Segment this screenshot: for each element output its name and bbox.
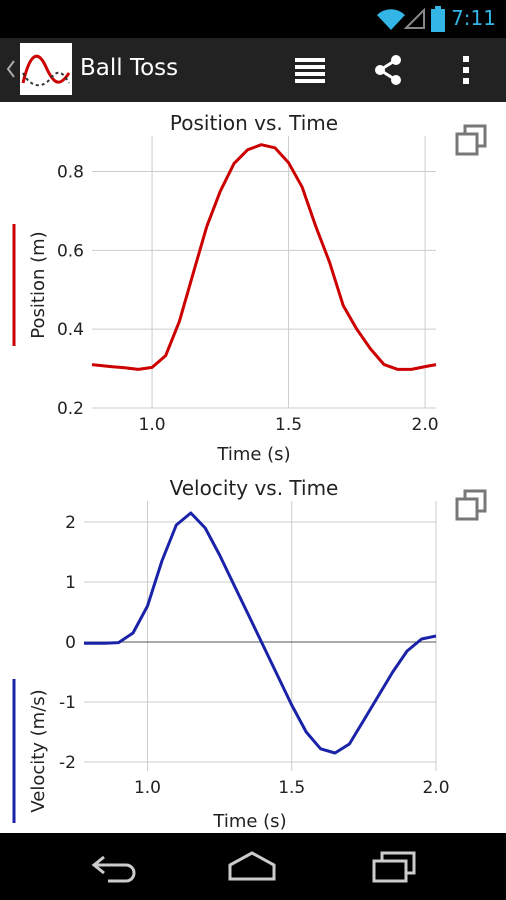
app-graph-icon	[20, 43, 72, 95]
y-tick-label: 2	[65, 513, 76, 533]
fullscreen-toggle-icon[interactable]	[455, 124, 487, 156]
home-button[interactable]	[220, 843, 284, 889]
x-tick-label: 1.5	[275, 415, 302, 435]
y-tick-label: 0.2	[57, 399, 84, 419]
y-tick-label: 0.6	[57, 241, 84, 261]
window-front-square	[455, 132, 479, 156]
home-icon	[228, 851, 276, 881]
position-series-line	[91, 143, 437, 371]
recent-apps-button[interactable]	[362, 843, 426, 889]
y-tick-label: -2	[59, 753, 76, 773]
signal-icon	[404, 8, 425, 29]
share-icon	[375, 55, 401, 85]
x-tick-label: 1.5	[278, 778, 305, 798]
app-home-button[interactable]	[6, 43, 76, 95]
action-bar: Ball Toss	[0, 38, 506, 102]
table-view-button[interactable]	[284, 44, 336, 96]
status-bar: 7:11	[0, 0, 506, 38]
x-tick-label: 2.0	[422, 778, 449, 798]
y-tick-label: 0.4	[57, 320, 84, 340]
overflow-menu-icon	[463, 56, 469, 84]
graph-area: 1.0 1.5 2.0 0.2 0.4 0.6 0.8 Position vs. Time Ti…	[0, 102, 506, 833]
battery-icon	[431, 6, 445, 32]
y-axis-label: Velocity (m/s)	[28, 689, 49, 812]
y-tick-label: 1	[65, 573, 76, 593]
status-time: 7:11	[451, 6, 496, 30]
y-tick-label: 0	[65, 633, 76, 653]
fullscreen-toggle-icon[interactable]	[455, 489, 487, 521]
table-view-icon	[295, 58, 325, 83]
y-tick-label: -1	[59, 693, 76, 713]
recent-apps-icon	[372, 851, 416, 883]
x-tick-label: 2.0	[412, 415, 439, 435]
x-tick-label: 1.0	[139, 415, 166, 435]
x-axis-label: Time (s)	[212, 811, 286, 832]
velocity-series-line	[84, 511, 437, 755]
chart-title: Position vs. Time	[170, 111, 338, 135]
y-axis-label: Position (m)	[28, 231, 49, 338]
wifi-icon	[377, 9, 405, 31]
y-tick-label: 0.8	[57, 162, 84, 182]
position-chart[interactable]: 1.0 1.5 2.0 0.2 0.4 0.6 0.8 Position vs. Time Ti…	[0, 102, 506, 467]
x-axis-label: Time (s)	[216, 444, 290, 465]
app-title: Ball Toss	[80, 55, 179, 81]
chart-title: Velocity vs. Time	[170, 476, 339, 500]
navigation-bar	[0, 833, 506, 900]
back-button[interactable]	[82, 843, 146, 889]
share-button[interactable]	[362, 44, 414, 96]
back-icon	[91, 855, 136, 883]
x-tick-label: 1.0	[134, 778, 161, 798]
window-front-square	[455, 497, 479, 521]
velocity-chart[interactable]: 1.0 1.5 2.0 -2 -1 0 1 2 Velocity vs. Time Time (s…	[0, 467, 506, 833]
overflow-menu-button[interactable]	[440, 44, 492, 96]
back-caret-icon	[6, 60, 15, 78]
